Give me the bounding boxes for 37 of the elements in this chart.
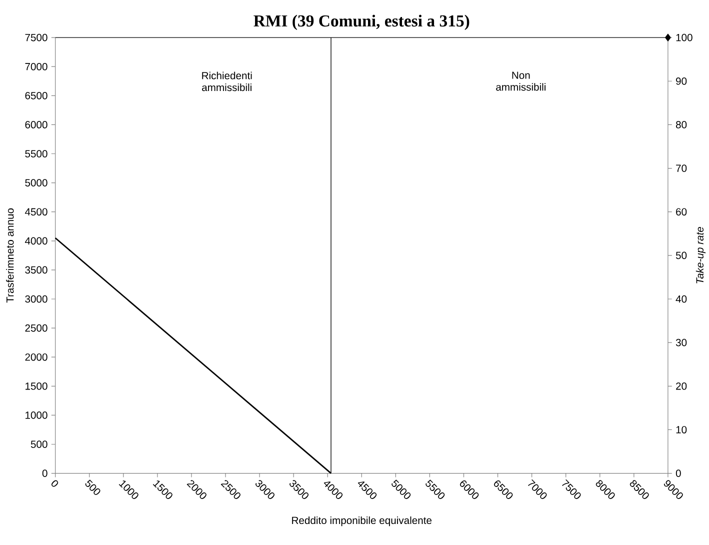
y2-tick-label: 50: [676, 252, 687, 259]
chart-title: RMI (39 Comuni, estesi a 315): [254, 14, 470, 30]
y-tick-label: 5500: [25, 150, 48, 158]
y-tick-label: 6500: [25, 92, 48, 100]
y-tick-label: 2000: [25, 353, 48, 361]
y-tick-label: 500: [30, 440, 48, 448]
y2-tick-label: 20: [676, 382, 687, 390]
y-tick-label: 0: [42, 469, 48, 477]
y2-tick-label: 100: [676, 34, 692, 42]
y-tick-label: 3000: [25, 295, 48, 302]
y-axis-title: Trasferimneto annuo: [6, 208, 14, 302]
x-axis-title: Reddito imponibile equivalente: [292, 516, 432, 526]
y-tick-label: 1500: [26, 382, 48, 390]
annotation: Richiedenti ammissibili: [202, 71, 252, 91]
y-tick-label: 7000: [25, 62, 48, 70]
y-tick-label: 5000: [25, 178, 48, 186]
y-tick-label: 1000: [26, 411, 48, 419]
y-tick-label: 2500: [25, 324, 48, 332]
x-tick-label: 500: [85, 479, 100, 495]
y2-axis-title: Take-up rate: [696, 226, 706, 284]
x-tick-label: 4500: [358, 481, 377, 499]
y-tick-label: 7500: [25, 34, 48, 42]
y2-tick-label: 90: [676, 77, 687, 85]
y2-tick-label: 60: [676, 208, 687, 216]
x-tick-label: 0: [51, 480, 58, 487]
y2-tick-label: 80: [676, 120, 687, 128]
y2-tick-label: 0: [676, 469, 681, 477]
y2-tick-label: 30: [676, 338, 687, 346]
y2-tick-label: 70: [676, 164, 687, 172]
y-tick-label: 4500: [24, 208, 48, 216]
y2-tick-label: 10: [676, 426, 687, 434]
x-tick-label: 4000: [324, 481, 343, 499]
y2-tick-label: 40: [676, 295, 687, 302]
y-tick-label: 6000: [25, 120, 48, 128]
y-tick-label: 4000: [24, 237, 48, 244]
annotation: Non ammissibili: [496, 72, 546, 91]
y-tick-label: 3500: [25, 266, 48, 274]
